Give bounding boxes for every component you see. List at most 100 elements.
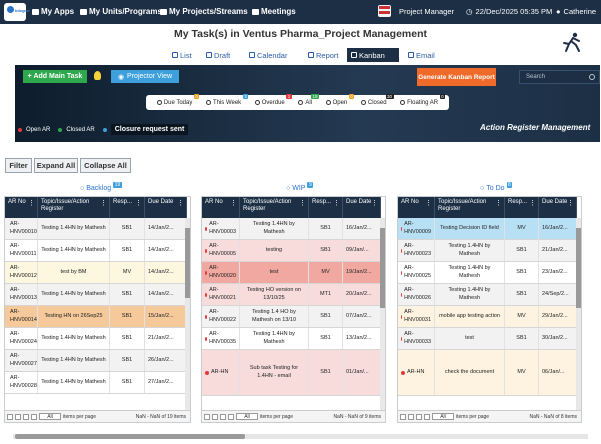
- header-topic[interactable]: Topic/Issue/Action Register ⋮: [240, 197, 309, 218]
- header-due[interactable]: Due Date ⋮: [145, 197, 187, 218]
- table-row[interactable]: AR-HNV00024 Testing 1.4HN by Mathesh SB1 21…: [5, 328, 187, 350]
- table-row[interactable]: AR-HNV00031 mobile app testing action MV 29…: [398, 306, 577, 328]
- user-menu[interactable]: ● Catherine: [556, 7, 597, 16]
- first-page-icon[interactable]: [400, 413, 406, 420]
- column-menu-icon[interactable]: ⋮: [299, 200, 306, 207]
- next-page-icon[interactable]: [220, 413, 226, 420]
- vertical-scrollbar[interactable]: [380, 218, 385, 410]
- integral-logo[interactable]: Integral: [4, 3, 29, 21]
- header-ar-no[interactable]: AR No ⋮: [5, 197, 38, 218]
- nav-my-units[interactable]: My Units/Programs: [80, 7, 162, 16]
- items-per-page-select[interactable]: All: [236, 413, 258, 420]
- table-row[interactable]: AR-HNV00022 Testing 1.4 HO by Mathesh on …: [202, 306, 381, 328]
- module-title: Action Register Management: [480, 123, 591, 132]
- nav-my-apps[interactable]: My Apps: [32, 7, 74, 16]
- last-page-icon[interactable]: [228, 413, 234, 420]
- tab-email[interactable]: Email: [404, 48, 439, 62]
- header-resp[interactable]: Resp... ⋮: [309, 197, 343, 218]
- items-per-page-select[interactable]: All: [39, 413, 61, 420]
- table-row[interactable]: AR-HNV00011 Testing 1.4HN by Mathesh SB1 14…: [5, 240, 187, 262]
- page-title: My Task(s) in Ventus Pharma_Project Mana…: [173, 28, 428, 40]
- table-row[interactable]: AR-HNV00027 Testing 1.4HN by Mathesh SB1 26…: [5, 350, 187, 372]
- table-row[interactable]: AR-HNV00035 Testing 1.4HN by Mathesh SB1 13…: [202, 328, 381, 350]
- pagination-bar: All items per page NaN - NaN of 19 items: [5, 410, 190, 422]
- next-page-icon[interactable]: [416, 413, 422, 420]
- table-row[interactable]: AR-HNV00025 Testing 1.4HN by Mathesh SB1 23…: [398, 262, 577, 284]
- expand-all-button[interactable]: Expand All: [34, 158, 78, 173]
- table-row[interactable]: AR-HNV00023 Testing 1.4HN by Mathesh SB1 21…: [398, 240, 577, 262]
- column-menu-icon[interactable]: ⋮: [567, 200, 574, 207]
- column-menu-icon[interactable]: ⋮: [495, 200, 502, 207]
- column-menu-icon[interactable]: ⋮: [529, 200, 536, 207]
- collapse-all-button[interactable]: Collapse All: [80, 158, 131, 173]
- table-row[interactable]: AR-HN check the document MV 06/Jan/...: [398, 350, 577, 396]
- open-status-dot: [401, 270, 403, 275]
- table-row[interactable]: AR-HNV00021 Testing HO version on 13/10/2…: [202, 284, 381, 306]
- header-due[interactable]: Due Date ⋮: [343, 197, 381, 218]
- column-menu-icon[interactable]: ⋮: [425, 200, 432, 207]
- open-status-dot: [401, 370, 405, 375]
- filter-overdue[interactable]: Overdue 1: [254, 93, 292, 106]
- header-topic[interactable]: Topic/Issue/Action Register ⋮: [435, 197, 505, 218]
- table-row[interactable]: AR-HNV00028 Testing 1.4HN by Mathesh SB1 27…: [5, 372, 187, 394]
- items-per-page-select[interactable]: All: [432, 413, 454, 420]
- tab-kanban[interactable]: Kanban: [347, 48, 399, 62]
- filter-floating-ar[interactable]: Floating AR 0: [400, 93, 446, 106]
- column-menu-icon[interactable]: ⋮: [100, 200, 107, 207]
- next-page-icon[interactable]: [23, 413, 29, 420]
- prev-page-icon[interactable]: [15, 413, 21, 420]
- column-menu-icon[interactable]: ⋮: [177, 200, 184, 207]
- first-page-icon[interactable]: [7, 413, 13, 420]
- nav-my-projects[interactable]: My Projects/Streams: [160, 7, 248, 16]
- nav-meetings[interactable]: Meetings: [252, 7, 296, 16]
- header-due[interactable]: Due Date ⋮: [539, 197, 577, 218]
- prev-page-icon[interactable]: [408, 413, 414, 420]
- tab-report[interactable]: Report: [304, 48, 343, 62]
- table-row[interactable]: AR-HN Sub task Testing for 1.4HN - email S…: [202, 350, 381, 396]
- header-ar-no[interactable]: AR No ⋮: [202, 197, 240, 218]
- table-row[interactable]: AR-HNV00010 Testing 1.4HN by Mathesh SB1 14…: [5, 218, 187, 240]
- column-menu-icon[interactable]: ⋮: [371, 200, 378, 207]
- generate-kanban-report-button[interactable]: Generate Kanban Report: [417, 68, 496, 86]
- table-row[interactable]: AR-HNV00003 Testing 1.4HN by Mathesh SB1 16…: [202, 218, 381, 240]
- table-row[interactable]: AR-HNV00014 Testing HN on 26Sep25 SB1 15/Ja…: [5, 306, 187, 328]
- table-row[interactable]: AR-HNV00026 Testing 1.4HN by Mathesh SB1 24…: [398, 284, 577, 306]
- prev-page-icon[interactable]: [212, 413, 218, 420]
- header-topic[interactable]: Topic/Issue/Action Register ⋮: [38, 197, 110, 218]
- table-row[interactable]: AR-HNV00020 test MV 19/Jan/2...: [202, 262, 381, 284]
- search-input[interactable]: Search: [519, 70, 600, 84]
- tab-calendar[interactable]: Calendar: [245, 48, 291, 62]
- column-menu-icon[interactable]: ⋮: [135, 200, 142, 207]
- lightbulb-icon[interactable]: [94, 71, 101, 80]
- flag-icon[interactable]: [378, 5, 391, 17]
- filter-closed[interactable]: Closed 30: [360, 93, 394, 106]
- vertical-scrollbar[interactable]: [185, 218, 190, 410]
- table-row[interactable]: AR-HNV00005 testing SB1 09/Jan/...: [202, 240, 381, 262]
- horizontal-scrollbar[interactable]: [13, 434, 588, 439]
- filter-due-today[interactable]: Due Today 0: [156, 93, 200, 106]
- table-row[interactable]: AR-HNV00033 test SB1 30/Jan/2...: [398, 328, 577, 350]
- filter-all[interactable]: All 19: [298, 93, 320, 106]
- column-menu-icon[interactable]: ⋮: [333, 200, 340, 207]
- first-page-icon[interactable]: [204, 413, 210, 420]
- table-header: AR No ⋮ Topic/Issue/Action Register ⋮ Resp…: [398, 197, 577, 218]
- last-page-icon[interactable]: [31, 413, 37, 420]
- header-ar-no[interactable]: AR No ⋮: [398, 197, 435, 218]
- filter-button[interactable]: Filter: [5, 158, 32, 173]
- header-resp[interactable]: Resp... ⋮: [110, 197, 145, 218]
- user-role[interactable]: Project Manager: [399, 7, 455, 16]
- table-row[interactable]: AR-HNV00009 Testing Decision ID field MV 16…: [398, 218, 577, 240]
- tab-draft[interactable]: Draft: [202, 48, 234, 62]
- column-menu-icon[interactable]: ⋮: [230, 200, 237, 207]
- filter-open[interactable]: Open 0: [325, 93, 355, 106]
- tab-list[interactable]: List: [168, 48, 196, 62]
- add-main-task-button[interactable]: + Add Main Task: [23, 70, 87, 83]
- filter-this-week[interactable]: This Week 3: [205, 93, 249, 106]
- vertical-scrollbar[interactable]: [576, 218, 581, 410]
- column-menu-icon[interactable]: ⋮: [28, 200, 35, 207]
- header-resp[interactable]: Resp... ⋮: [505, 197, 539, 218]
- last-page-icon[interactable]: [424, 413, 430, 420]
- table-row[interactable]: AR-HNV00012 test by BM MV 14/Jan/2...: [5, 262, 187, 284]
- table-row[interactable]: AR-HNV00013 Testing 1.4HN by Mathesh SB1 14…: [5, 284, 187, 306]
- projector-view-button[interactable]: ◉ Projector View: [111, 70, 179, 83]
